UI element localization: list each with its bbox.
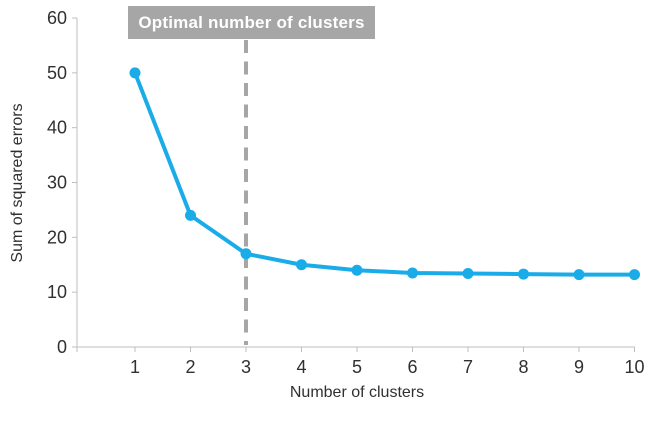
- x-tick-label: 8: [518, 357, 528, 377]
- data-point: [296, 259, 307, 271]
- data-point: [629, 269, 640, 281]
- y-tick-label: 20: [47, 227, 67, 247]
- x-tick-label: 5: [352, 357, 362, 377]
- x-tick-label: 9: [574, 357, 584, 377]
- data-point: [573, 269, 585, 281]
- data-point: [407, 267, 418, 279]
- y-tick-label: 0: [57, 337, 67, 357]
- y-tick-label: 50: [47, 63, 67, 83]
- annotation-banner: Optimal number of clusters: [128, 6, 375, 39]
- y-tick-label: 60: [47, 8, 67, 28]
- x-tick-label: 7: [463, 357, 473, 377]
- x-tick-label: 3: [241, 357, 251, 377]
- series-line: [133, 70, 637, 277]
- data-point: [240, 248, 252, 260]
- y-tick-label: 10: [47, 282, 67, 302]
- x-tick-label: 2: [185, 357, 195, 377]
- x-axis-title: Number of clusters: [289, 384, 425, 401]
- data-point: [129, 67, 141, 79]
- data-point: [351, 264, 363, 276]
- y-axis-title: Sum of squared errors: [9, 103, 26, 263]
- y-tick-label: 30: [47, 173, 67, 193]
- data-point: [185, 209, 196, 221]
- data-point: [462, 268, 474, 280]
- x-tick-label: 10: [624, 357, 644, 377]
- x-tick-label: 6: [407, 357, 417, 377]
- x-tick-label: 4: [296, 357, 306, 377]
- data-point: [518, 268, 529, 280]
- y-tick-label: 40: [47, 118, 67, 138]
- x-tick-label: 1: [130, 357, 140, 377]
